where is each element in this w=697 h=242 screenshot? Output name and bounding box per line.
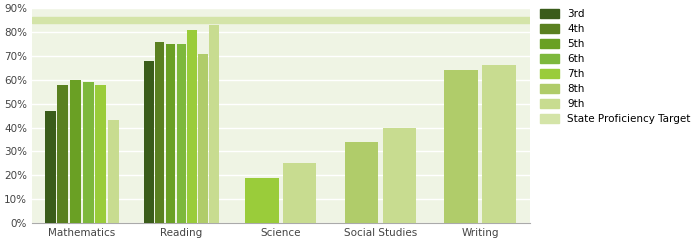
Bar <box>108 120 119 223</box>
Bar <box>82 82 93 223</box>
Bar <box>198 53 208 223</box>
Bar <box>383 128 416 223</box>
Legend: 3rd, 4th, 5th, 6th, 7th, 8th, 9th, State Proficiency Target: 3rd, 4th, 5th, 6th, 7th, 8th, 9th, State… <box>540 9 690 124</box>
Bar <box>187 30 197 223</box>
Bar <box>70 80 81 223</box>
Bar <box>482 65 516 223</box>
Bar <box>95 84 106 223</box>
Bar <box>176 44 186 223</box>
Bar <box>209 25 219 223</box>
Bar <box>345 142 378 223</box>
Bar <box>283 163 316 223</box>
Bar <box>57 84 68 223</box>
Bar <box>245 178 279 223</box>
Bar <box>144 61 153 223</box>
Bar <box>166 44 175 223</box>
Bar <box>45 111 56 223</box>
Bar <box>155 42 164 223</box>
Bar <box>32 17 530 23</box>
Bar <box>445 70 477 223</box>
